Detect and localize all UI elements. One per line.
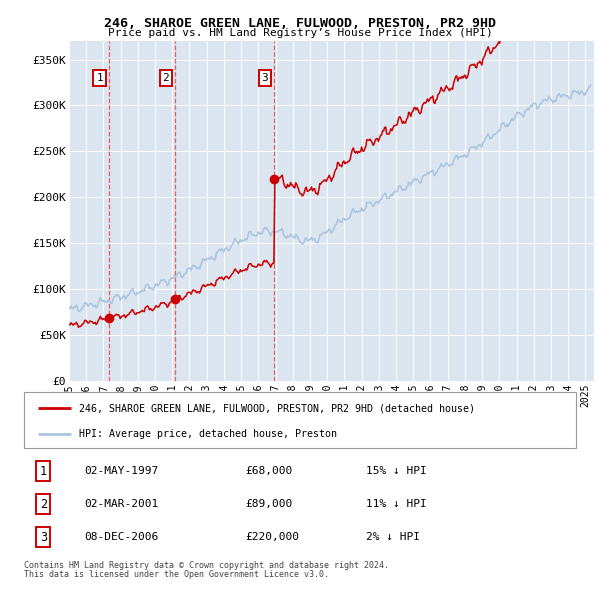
- Text: 11% ↓ HPI: 11% ↓ HPI: [366, 499, 427, 509]
- Text: 246, SHAROE GREEN LANE, FULWOOD, PRESTON, PR2 9HD (detached house): 246, SHAROE GREEN LANE, FULWOOD, PRESTON…: [79, 403, 475, 413]
- Text: 1: 1: [40, 464, 47, 478]
- Text: 1: 1: [96, 73, 103, 83]
- Text: £89,000: £89,000: [245, 499, 292, 509]
- Text: £220,000: £220,000: [245, 532, 299, 542]
- Text: This data is licensed under the Open Government Licence v3.0.: This data is licensed under the Open Gov…: [24, 570, 329, 579]
- Text: 02-MAR-2001: 02-MAR-2001: [85, 499, 159, 509]
- Text: 2: 2: [40, 497, 47, 511]
- FancyBboxPatch shape: [24, 392, 576, 448]
- Text: 08-DEC-2006: 08-DEC-2006: [85, 532, 159, 542]
- Text: 02-MAY-1997: 02-MAY-1997: [85, 466, 159, 476]
- Text: 2: 2: [163, 73, 169, 83]
- Text: 246, SHAROE GREEN LANE, FULWOOD, PRESTON, PR2 9HD: 246, SHAROE GREEN LANE, FULWOOD, PRESTON…: [104, 17, 496, 30]
- Text: 3: 3: [262, 73, 268, 83]
- Text: Contains HM Land Registry data © Crown copyright and database right 2024.: Contains HM Land Registry data © Crown c…: [24, 560, 389, 569]
- Text: 15% ↓ HPI: 15% ↓ HPI: [366, 466, 427, 476]
- Text: HPI: Average price, detached house, Preston: HPI: Average price, detached house, Pres…: [79, 429, 337, 439]
- Text: 2% ↓ HPI: 2% ↓ HPI: [366, 532, 420, 542]
- Text: £68,000: £68,000: [245, 466, 292, 476]
- Text: Price paid vs. HM Land Registry’s House Price Index (HPI): Price paid vs. HM Land Registry’s House …: [107, 28, 493, 38]
- Text: 3: 3: [40, 530, 47, 544]
